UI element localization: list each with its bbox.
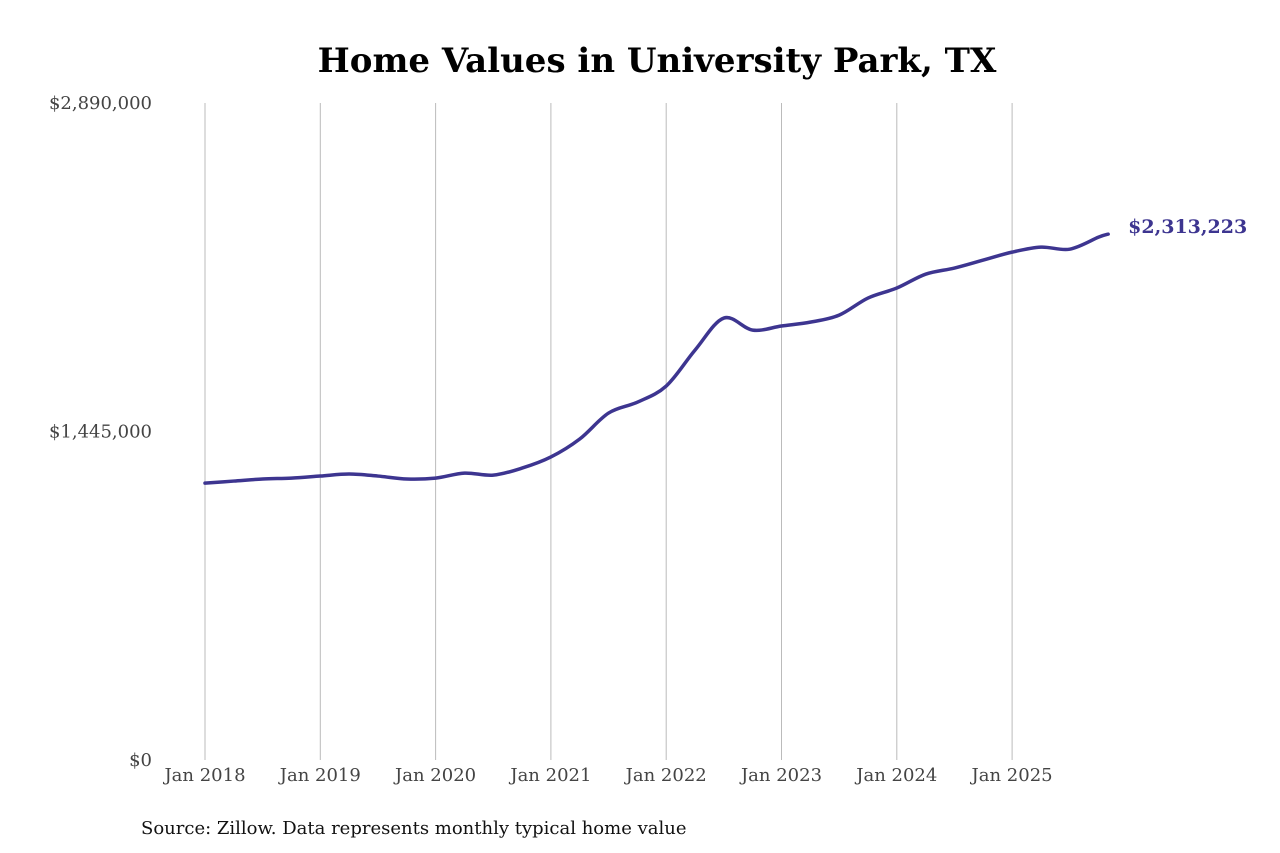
y-tick-label: $1,445,000: [49, 422, 152, 443]
y-axis: $0 $1,445,000 $2,890,000: [49, 93, 152, 771]
y-tick-label: $2,890,000: [49, 93, 152, 114]
x-tick-label: Jan 2019: [278, 765, 361, 786]
end-value-label: $2,313,223: [1128, 216, 1247, 238]
series-line: [203, 232, 1110, 485]
y-tick-label: $0: [129, 750, 152, 771]
chart-title: Home Values in University Park, TX: [318, 41, 997, 81]
x-axis: Jan 2018 Jan 2019 Jan 2020 Jan 2021 Jan 2022…: [162, 765, 1052, 786]
source-note: Source: Zillow. Data represents monthly …: [141, 818, 687, 839]
x-tick-label: Jan 2025: [970, 765, 1053, 786]
x-tick-label: Jan 2021: [508, 765, 591, 786]
x-tick-label: Jan 2024: [854, 765, 937, 786]
x-tick-label: Jan 2023: [739, 765, 822, 786]
x-tick-label: Jan 2018: [162, 765, 245, 786]
grid-lines: [204, 103, 1013, 760]
x-tick-label: Jan 2020: [393, 765, 476, 786]
x-tick-label: Jan 2022: [624, 765, 707, 786]
